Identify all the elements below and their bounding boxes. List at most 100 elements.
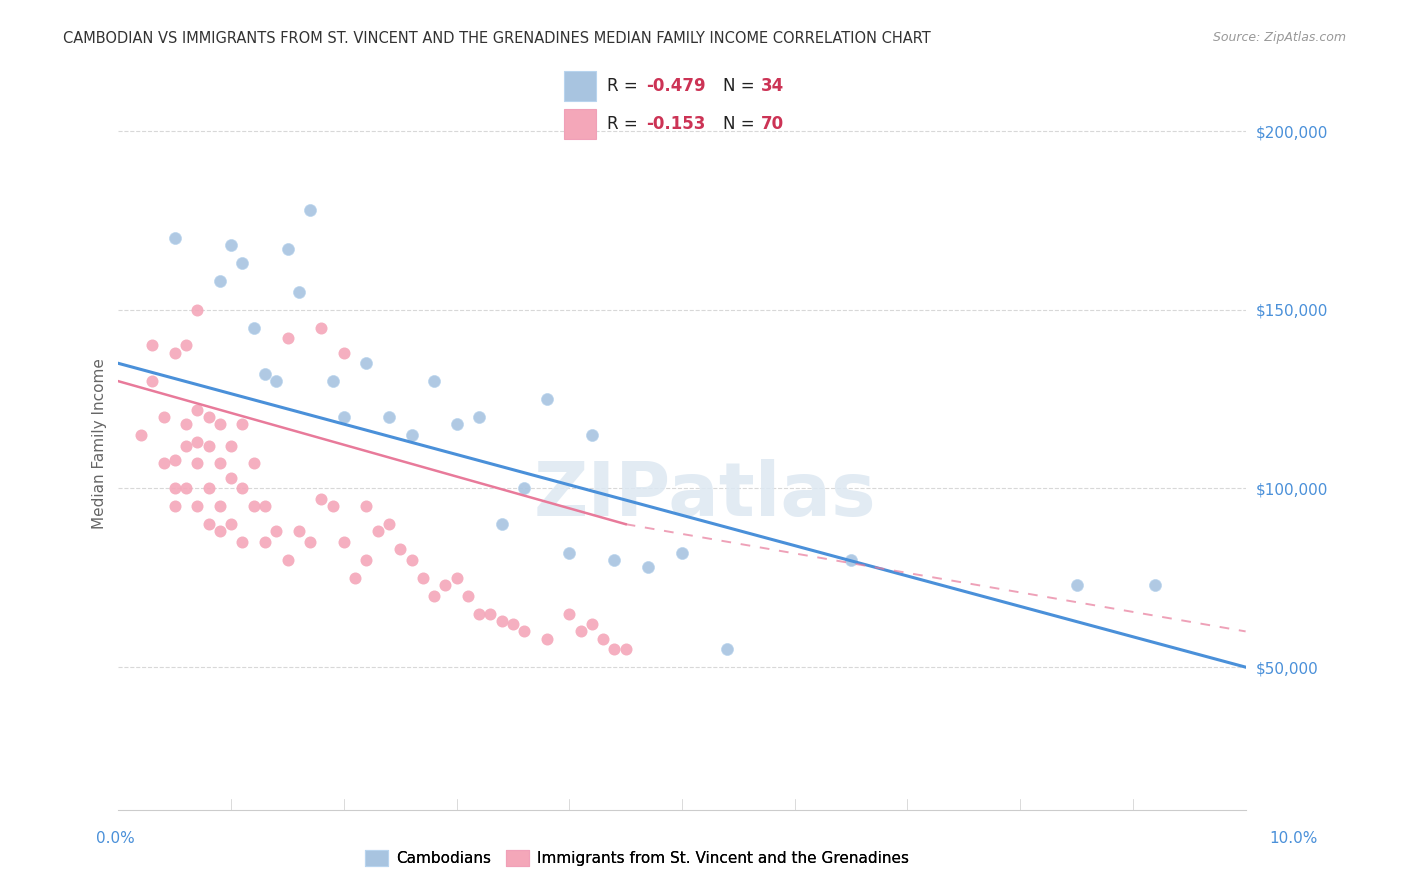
Point: [457, 589, 479, 603]
Text: N =: N =: [723, 78, 759, 95]
Point: [491, 517, 513, 532]
Point: [253, 367, 276, 381]
Point: [253, 500, 276, 514]
Point: [299, 202, 322, 217]
Point: [311, 492, 333, 507]
FancyBboxPatch shape: [564, 71, 596, 101]
Point: [152, 457, 174, 471]
Point: [479, 607, 502, 621]
Point: [423, 589, 446, 603]
Point: [276, 553, 298, 567]
Point: [174, 439, 197, 453]
Point: [231, 535, 253, 549]
Point: [288, 524, 311, 539]
Point: [1066, 578, 1088, 592]
Text: -0.153: -0.153: [645, 115, 706, 133]
Point: [163, 231, 186, 245]
Point: [446, 571, 468, 585]
Point: [163, 345, 186, 359]
Point: [186, 457, 208, 471]
Point: [614, 642, 637, 657]
Point: [242, 320, 264, 334]
Text: R =: R =: [607, 115, 648, 133]
Point: [412, 571, 434, 585]
Point: [186, 434, 208, 449]
Point: [208, 500, 231, 514]
Point: [141, 338, 163, 352]
Point: [356, 500, 378, 514]
Point: [208, 524, 231, 539]
Point: [208, 417, 231, 431]
Point: [219, 439, 242, 453]
Point: [163, 500, 186, 514]
Point: [581, 617, 603, 632]
Y-axis label: Median Family Income: Median Family Income: [93, 359, 107, 529]
Point: [637, 560, 659, 574]
Point: [569, 624, 592, 639]
Point: [129, 427, 152, 442]
Point: [558, 546, 581, 560]
Point: [264, 374, 287, 388]
Text: R =: R =: [607, 78, 644, 95]
Point: [152, 409, 174, 424]
Point: [242, 500, 264, 514]
Text: N =: N =: [723, 115, 759, 133]
Point: [378, 409, 401, 424]
Text: Source: ZipAtlas.com: Source: ZipAtlas.com: [1212, 31, 1346, 45]
Point: [174, 482, 197, 496]
Point: [333, 345, 356, 359]
Point: [208, 457, 231, 471]
Point: [197, 482, 219, 496]
Point: [219, 238, 242, 252]
Point: [288, 285, 311, 299]
Point: [367, 524, 389, 539]
Point: [558, 607, 581, 621]
Point: [423, 374, 446, 388]
Point: [311, 320, 333, 334]
Point: [163, 482, 186, 496]
Point: [603, 553, 626, 567]
Text: -0.479: -0.479: [645, 78, 706, 95]
Point: [468, 607, 491, 621]
Point: [197, 517, 219, 532]
Point: [231, 482, 253, 496]
Point: [276, 242, 298, 256]
Point: [502, 617, 524, 632]
Point: [468, 409, 491, 424]
Point: [253, 535, 276, 549]
Point: [401, 427, 423, 442]
FancyBboxPatch shape: [564, 109, 596, 139]
Point: [581, 427, 603, 442]
Point: [356, 553, 378, 567]
Point: [322, 500, 344, 514]
Point: [231, 417, 253, 431]
Point: [434, 578, 457, 592]
Point: [299, 535, 322, 549]
Point: [536, 632, 558, 646]
Point: [219, 471, 242, 485]
Text: 34: 34: [761, 78, 785, 95]
Point: [219, 517, 242, 532]
Point: [197, 409, 219, 424]
Point: [197, 439, 219, 453]
Point: [603, 642, 626, 657]
Text: 70: 70: [761, 115, 785, 133]
Point: [344, 571, 367, 585]
Point: [333, 535, 356, 549]
Point: [242, 457, 264, 471]
Text: 0.0%: 0.0%: [96, 831, 135, 846]
Point: [401, 553, 423, 567]
Point: [163, 453, 186, 467]
Point: [186, 402, 208, 417]
Point: [378, 517, 401, 532]
Point: [536, 392, 558, 406]
Text: CAMBODIAN VS IMMIGRANTS FROM ST. VINCENT AND THE GRENADINES MEDIAN FAMILY INCOME: CAMBODIAN VS IMMIGRANTS FROM ST. VINCENT…: [63, 31, 931, 46]
Point: [513, 624, 536, 639]
Point: [264, 524, 287, 539]
Point: [174, 417, 197, 431]
Point: [716, 642, 738, 657]
Point: [389, 542, 412, 557]
Point: [1144, 578, 1167, 592]
Point: [513, 482, 536, 496]
Point: [671, 546, 693, 560]
